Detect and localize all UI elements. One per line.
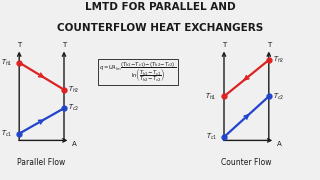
- Text: $T_{h1}$: $T_{h1}$: [1, 57, 12, 68]
- Text: T: T: [62, 42, 66, 48]
- Text: A: A: [277, 141, 282, 147]
- Text: $T_{h2}$: $T_{h2}$: [273, 55, 284, 65]
- Text: T: T: [17, 42, 21, 48]
- Text: LMTD FOR PARALLEL AND: LMTD FOR PARALLEL AND: [85, 2, 235, 12]
- Text: A: A: [72, 141, 77, 147]
- Text: $T_{h1}$: $T_{h1}$: [205, 91, 217, 102]
- Text: Parallel Flow: Parallel Flow: [18, 158, 66, 167]
- Text: $T_{c1}$: $T_{c1}$: [1, 129, 12, 139]
- Text: $T_{c1}$: $T_{c1}$: [206, 132, 217, 142]
- Text: $T_{c2}$: $T_{c2}$: [68, 103, 79, 113]
- Text: COUNTERFLOW HEAT EXCHANGERS: COUNTERFLOW HEAT EXCHANGERS: [57, 23, 263, 33]
- Text: T: T: [267, 42, 271, 48]
- Text: $T_{c2}$: $T_{c2}$: [273, 91, 284, 102]
- Text: $T_{h2}$: $T_{h2}$: [68, 85, 80, 95]
- Text: $q = U\!A_{lm}\dfrac{(T_{h1}\!-\!T_{c1})\!-\!(T_{h2}\!-\!T_{c2})}{\ln\!\left(\df: $q = U\!A_{lm}\dfrac{(T_{h1}\!-\!T_{c1})…: [99, 60, 176, 84]
- Text: Counter Flow: Counter Flow: [221, 158, 272, 167]
- Text: T: T: [222, 42, 226, 48]
